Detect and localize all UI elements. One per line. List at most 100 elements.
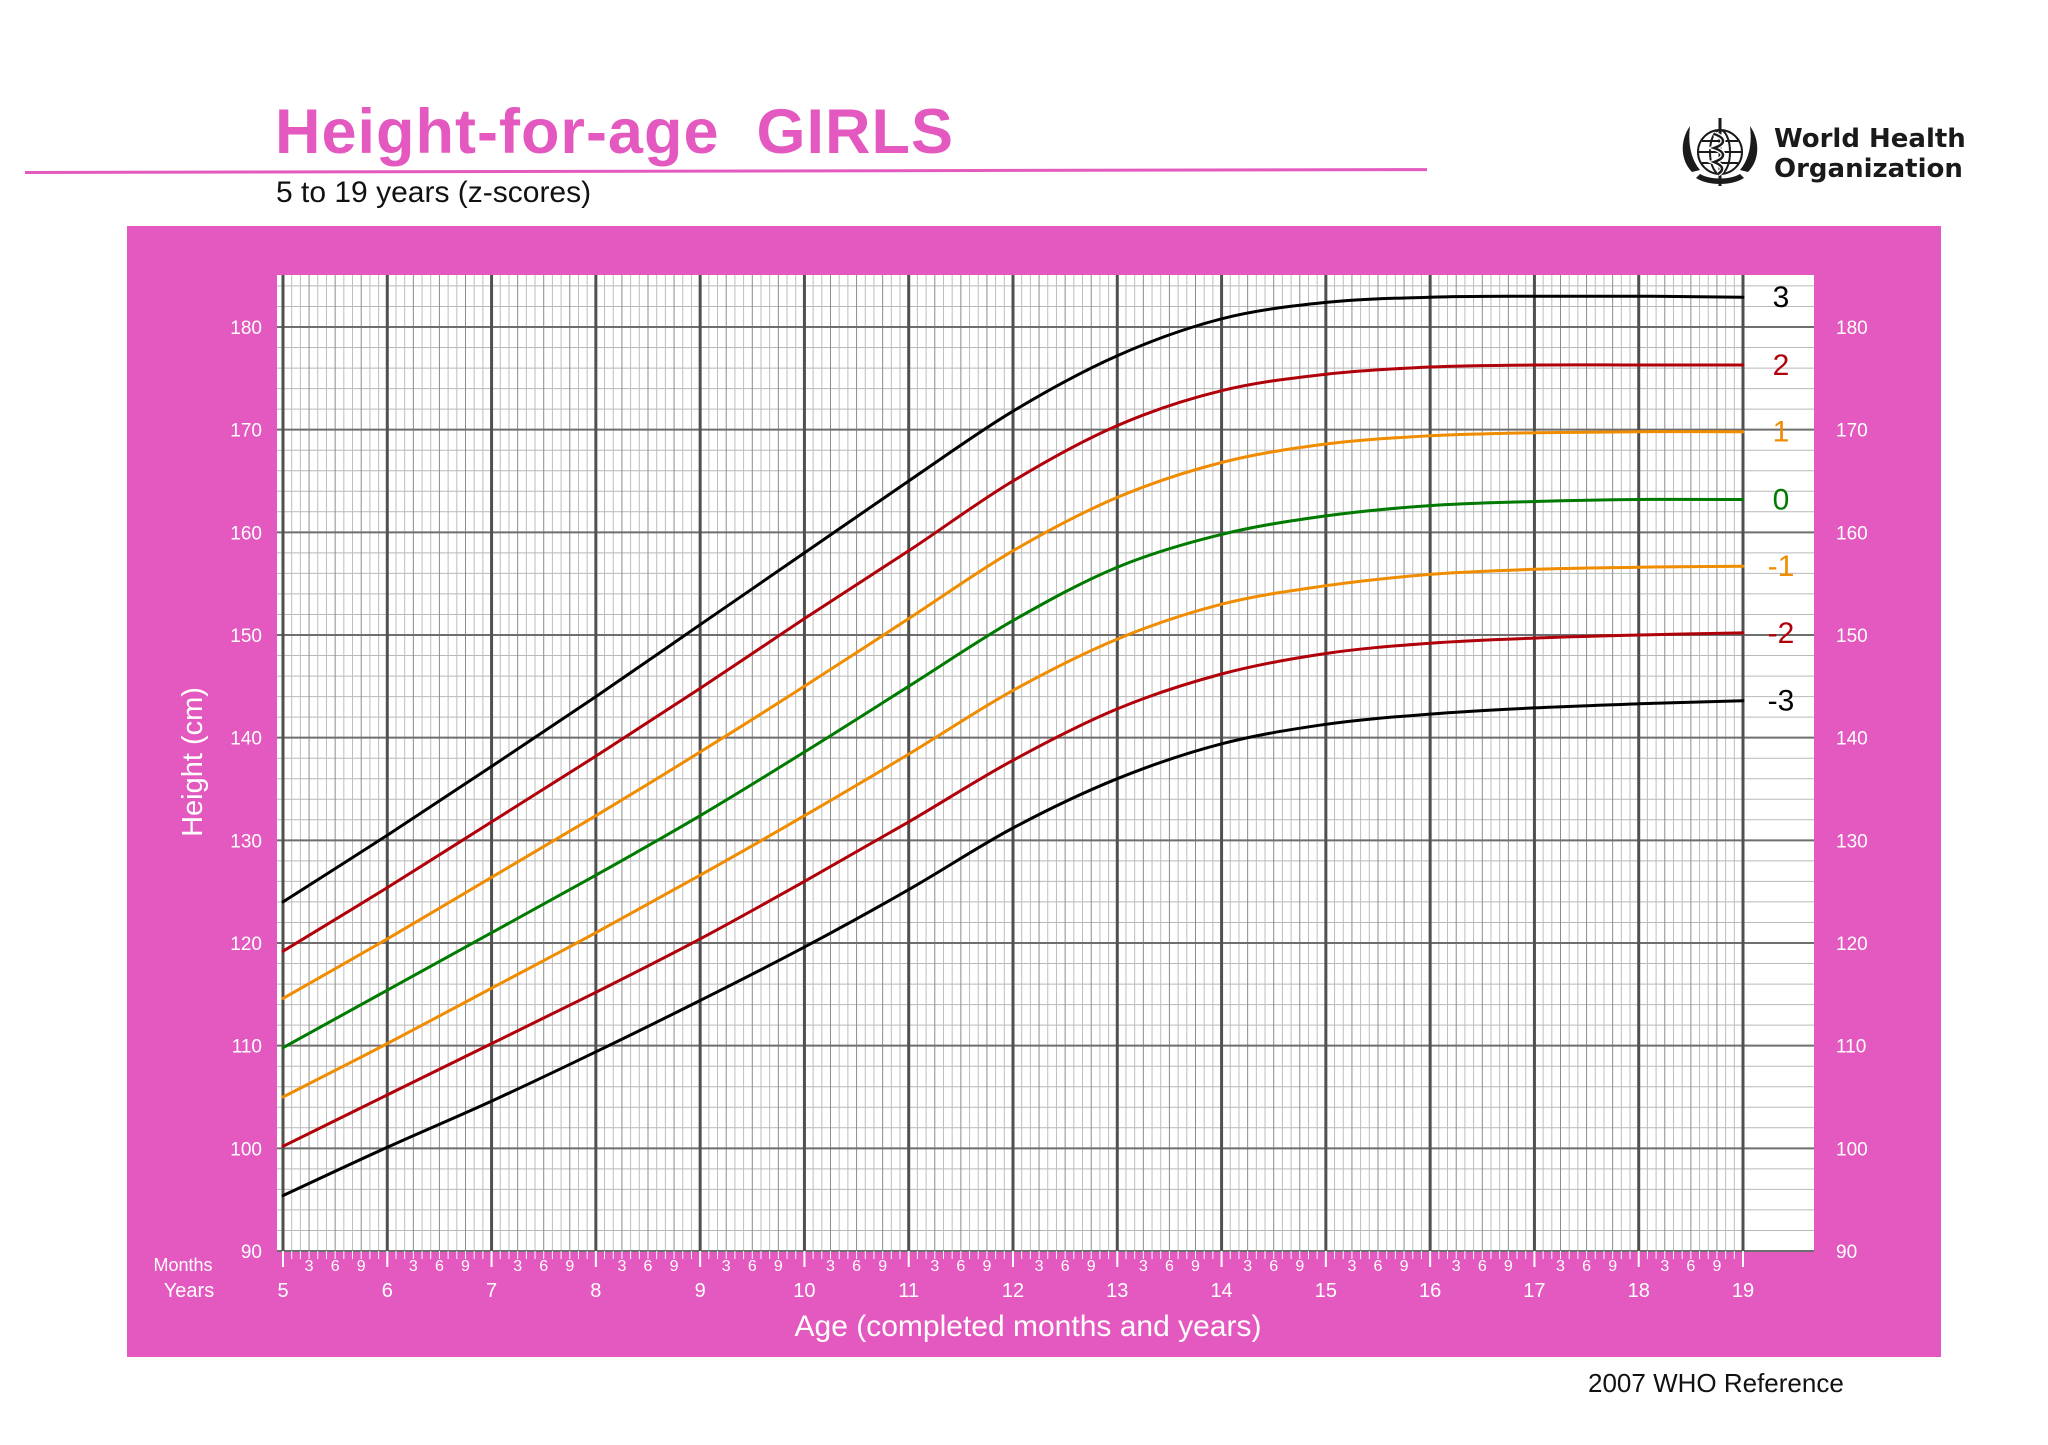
x-tick-label-month: 6 [644,1258,653,1275]
x-tick-label-month: 9 [1608,1258,1617,1275]
x-tick-label-month: 6 [331,1258,340,1275]
series-line-z-2 [281,631,1745,1148]
x-tick-label-month: 9 [982,1258,991,1275]
x-tick-label-month: 6 [435,1258,444,1275]
y-tick-label-left: 120 [230,934,262,955]
series-line-z1 [281,430,1745,1000]
x-tick-label-month: 9 [878,1258,887,1275]
series-line-z-3 [281,699,1745,1198]
x-tick-label-year: 6 [382,1280,393,1302]
x-tick-label-year: 18 [1628,1280,1650,1302]
series-label-z2: 2 [1773,349,1790,382]
y-tick-label-right: 180 [1836,318,1868,339]
series-label-z-2: -2 [1768,617,1795,650]
y-tick-label-left: 130 [230,831,262,852]
page-title: Height-for-age GIRLS [275,97,954,167]
x-tick-label-month: 9 [357,1258,366,1275]
y-tick-label-left: 180 [230,318,262,339]
x-tick-label-month: 3 [617,1258,626,1275]
x-tick-label-year: 15 [1315,1280,1337,1302]
x-tick-label-year: 9 [695,1280,706,1302]
x-tick-label-month: 9 [461,1258,470,1275]
x-tick-label-year: 7 [486,1280,497,1302]
y-tick-label-right: 120 [1836,934,1868,955]
series-line-z2 [281,363,1745,953]
y-tick-label-left: 150 [230,626,262,647]
series-label-z3: 3 [1773,281,1790,314]
y-tick-label-left: 90 [241,1242,262,1263]
x-tick-label-month: 3 [305,1258,314,1275]
x-tick-label-month: 9 [1712,1258,1721,1275]
x-tick-label-year: 8 [590,1280,601,1302]
x-tick-label-month: 3 [1139,1258,1148,1275]
x-tick-label-month: 3 [1035,1258,1044,1275]
grid-major [277,275,1814,1252]
x-tick-label-month: 9 [1504,1258,1513,1275]
x-tick-label-month: 6 [1478,1258,1487,1275]
x-tick-label-month: 9 [670,1258,679,1275]
y-tick-label-right: 150 [1836,626,1868,647]
x-tick-label-month: 6 [852,1258,861,1275]
x-axis-title: Age (completed months and years) [795,1310,1262,1343]
who-emblem-icon [1682,118,1758,186]
x-tick-label-month: 9 [1087,1258,1096,1275]
x-tick-label-year: 17 [1523,1280,1545,1302]
y-tick-label-right: 130 [1836,831,1868,852]
x-tick-label-year: 14 [1210,1280,1232,1302]
y-tick-label-left: 160 [230,523,262,544]
reference-note: 2007 WHO Reference [1588,1368,1844,1398]
x-tick-label-year: 19 [1732,1280,1754,1302]
x-tick-label-year: 10 [793,1280,815,1302]
y-tick-label-left: 100 [230,1139,262,1160]
x-tick-label-month: 6 [748,1258,757,1275]
grid-minor [277,275,1814,1251]
x-tick-label-month: 3 [930,1258,939,1275]
x-tick-label-month: 3 [826,1258,835,1275]
x-tick-label-year: 11 [898,1280,919,1302]
x-tick-label-month: 3 [409,1258,418,1275]
series-label-z-3: -3 [1768,685,1795,718]
x-tick-label-month: 9 [1191,1258,1200,1275]
y-tick-label-right: 140 [1836,729,1868,750]
x-tick-label-month: 6 [1374,1258,1383,1275]
series-layer [281,294,1745,1198]
x-tick-label-month: 6 [1686,1258,1695,1275]
series-line-z0 [281,497,1745,1050]
x-tick-label-year: 16 [1419,1280,1441,1302]
years-row-label: Years [164,1280,214,1302]
x-tick-label-month: 3 [722,1258,731,1275]
x-tick-label-month: 6 [1269,1258,1278,1275]
y-tick-label-right: 90 [1836,1242,1857,1263]
x-tick-label-month: 9 [565,1258,574,1275]
plot-area [277,275,1814,1251]
y-tick-label-right: 110 [1836,1037,1866,1058]
x-tick-label-year: 13 [1106,1280,1128,1302]
series-label-z-1: -1 [1768,550,1795,583]
x-tick-label-month: 3 [1243,1258,1252,1275]
x-tick-label-month: 6 [1061,1258,1070,1275]
y-tick-label-right: 100 [1836,1139,1868,1160]
series-label-z0: 0 [1773,483,1790,516]
x-tick-label-year: 5 [277,1280,288,1302]
months-row-label: Months [153,1255,212,1275]
y-tick-label-right: 170 [1836,421,1868,442]
organization-name: World Health Organization [1774,124,1966,184]
series-line-z-1 [281,564,1745,1099]
page-subtitle: 5 to 19 years (z-scores) [276,176,592,209]
x-tick-label-month: 6 [1165,1258,1174,1275]
series-label-z1: 1 [1773,416,1790,449]
x-tick-label-month: 6 [1582,1258,1591,1275]
x-tick-label-month: 9 [1295,1258,1304,1275]
x-tick-label-month: 3 [1347,1258,1356,1275]
x-tick-label-month: 9 [1400,1258,1409,1275]
y-tick-label-left: 170 [230,421,262,442]
x-tick-label-month: 6 [956,1258,965,1275]
y-tick-label-left: 140 [230,729,262,750]
x-tick-label-month: 3 [513,1258,522,1275]
x-tick-label-month: 9 [774,1258,783,1275]
organization-name-line1: World Health [1774,124,1966,154]
series-line-z3 [281,294,1745,904]
y-tick-label-left: 110 [232,1037,262,1058]
